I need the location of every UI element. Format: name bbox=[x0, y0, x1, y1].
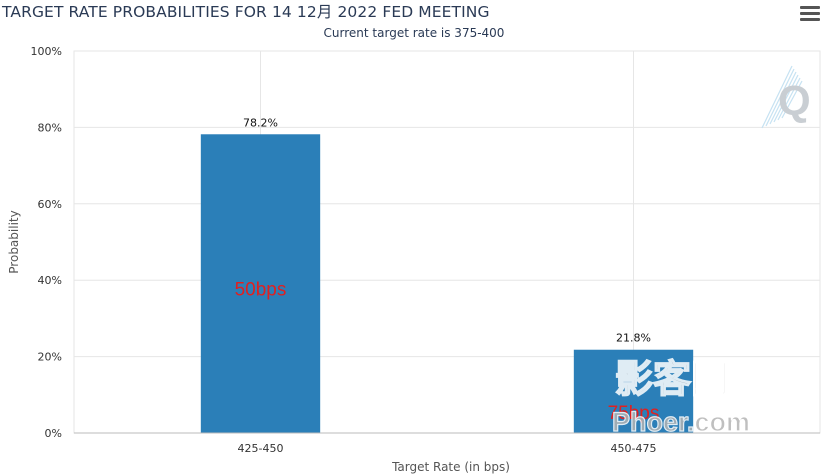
x-tick-label: 425-450 bbox=[238, 442, 284, 455]
data-label: 78.2% bbox=[243, 116, 278, 129]
watermark-streak bbox=[773, 74, 799, 123]
x-axis-title: Target Rate (in bps) bbox=[391, 460, 510, 474]
y-tick-label: 0% bbox=[45, 427, 62, 440]
y-tick-label: 60% bbox=[38, 198, 62, 211]
axes: 0% 20% 40% 60% 80% 100% 425-450 450-475 Target R… bbox=[7, 45, 820, 474]
data-label: 21.8% bbox=[616, 332, 651, 345]
watermark-url: Phoer.com bbox=[612, 407, 750, 437]
chart-subtitle: Current target rate is 375-400 bbox=[323, 26, 505, 40]
x-tick-label: 450-475 bbox=[611, 442, 657, 455]
y-tick-label: 20% bbox=[38, 351, 62, 364]
y-tick-label: 40% bbox=[38, 274, 62, 287]
watermark-streak bbox=[777, 77, 801, 121]
watermark-streak bbox=[769, 71, 797, 125]
watermark-streak bbox=[761, 65, 793, 129]
chart-title: TARGET RATE PROBABILITIES FOR 14 12月 202… bbox=[2, 3, 490, 21]
bar bbox=[573, 349, 694, 433]
watermark-text: 影客网 bbox=[615, 358, 729, 401]
watermark-streak bbox=[781, 80, 803, 119]
watermark: Q 影客网 Phoer.com bbox=[611, 65, 811, 438]
watermark-logo-letter: Q bbox=[778, 77, 811, 124]
bars bbox=[200, 134, 694, 433]
watermark-streak bbox=[765, 68, 795, 127]
hamburger-menu-icon[interactable] bbox=[800, 6, 820, 22]
y-tick-label: 80% bbox=[38, 121, 62, 134]
bar-annotation: 50bps bbox=[235, 280, 287, 301]
labels: 78.2% 50bps 21.8% 75bps bbox=[235, 116, 660, 424]
y-axis-title: Probability bbox=[7, 210, 21, 273]
y-tick-label: 100% bbox=[31, 45, 62, 58]
bar-annotation: 75bps bbox=[608, 403, 660, 424]
bar bbox=[200, 134, 321, 433]
